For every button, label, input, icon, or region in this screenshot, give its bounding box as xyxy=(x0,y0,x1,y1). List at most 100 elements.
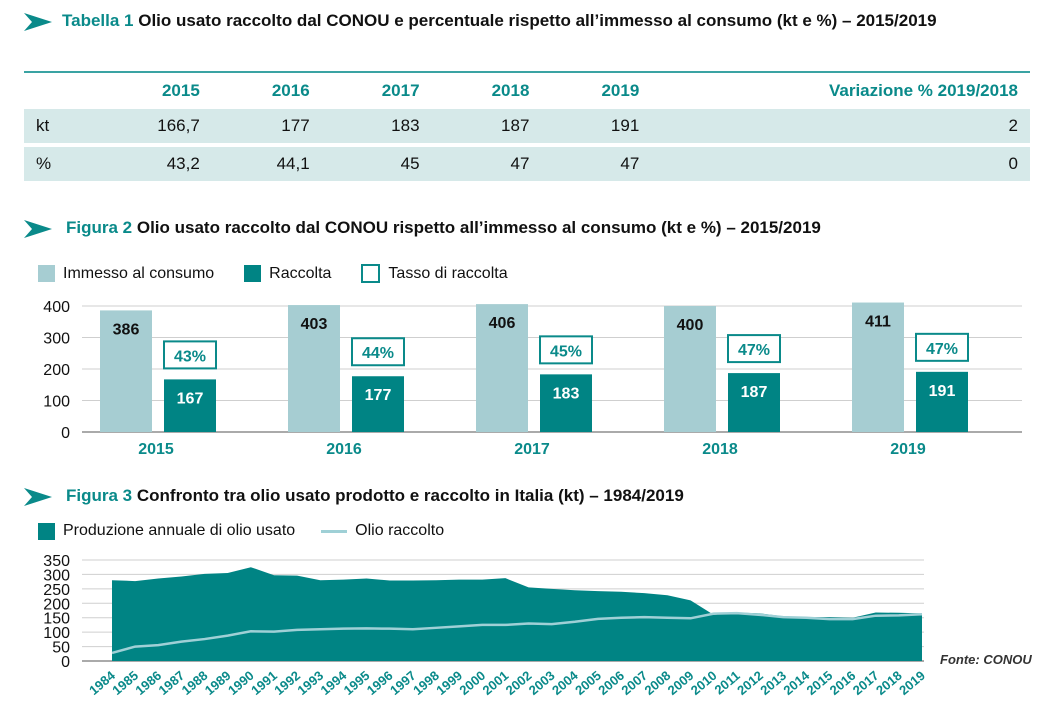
table-cell: kt xyxy=(24,109,94,145)
table-cell: 191 xyxy=(541,109,652,145)
y-tick-label: 400 xyxy=(43,299,70,316)
bar-value-label: 411 xyxy=(865,314,891,331)
header-cell: 2017 xyxy=(321,71,432,109)
x-tick-label: 2017 xyxy=(514,441,550,458)
legend-swatch-olio-raccolto xyxy=(321,529,348,533)
table1-title: Olio usato raccolto dal CONOU e percentu… xyxy=(138,11,937,30)
x-tick-label: 2016 xyxy=(326,441,362,458)
bar-value-label: 406 xyxy=(489,315,516,332)
y-tick-label: 300 xyxy=(43,567,70,584)
table-cell: 166,7 xyxy=(93,109,212,145)
figure2-legend: Immesso al consumo Raccolta Tasso di rac… xyxy=(38,264,508,283)
y-tick-label: 350 xyxy=(43,553,70,570)
bar-raccolta xyxy=(164,379,216,432)
y-tick-label: 50 xyxy=(52,640,70,657)
y-tick-label: 250 xyxy=(43,582,70,599)
legend-swatch-raccolta xyxy=(244,265,262,282)
rate-box xyxy=(351,337,405,367)
table-cell: 2 xyxy=(651,109,1030,145)
y-tick-label: 0 xyxy=(61,425,70,442)
figure3-title: Confronto tra olio usato prodotto e racc… xyxy=(136,486,684,505)
bar-raccolta xyxy=(352,376,404,432)
table-cell: 45 xyxy=(321,143,432,181)
header-cell: 2018 xyxy=(431,71,542,109)
arrow-icon xyxy=(24,220,52,238)
y-tick-label: 100 xyxy=(43,625,70,642)
table-cell: 43,2 xyxy=(93,143,212,181)
y-tick-label: 150 xyxy=(43,611,70,628)
table-cell: 47 xyxy=(541,143,652,181)
rate-label: 43% xyxy=(174,348,206,365)
table1-tag: Tabella 1 xyxy=(62,11,134,30)
source-note: Fonte: CONOU xyxy=(940,652,1032,667)
legend-label: Olio raccolto xyxy=(355,522,445,539)
rate-box xyxy=(727,334,781,364)
y-tick-label: 300 xyxy=(43,331,70,348)
table-cell: 0 xyxy=(651,143,1030,181)
header-cell: Variazione % 2019/2018 xyxy=(651,71,1030,109)
rate-label: 47% xyxy=(738,342,770,359)
bar-value-label: 386 xyxy=(113,321,140,338)
bar-value-label: 177 xyxy=(365,387,392,404)
legend-label: Immesso al consumo xyxy=(63,264,215,282)
legend-label: Produzione annuale di olio usato xyxy=(63,522,296,539)
area-produzione xyxy=(112,567,922,661)
x-tick-label: 2019 xyxy=(890,441,926,458)
figure3-tag: Figura 3 xyxy=(66,486,133,505)
line-olio-raccolto xyxy=(111,611,923,655)
header-cell: 2019 xyxy=(541,71,652,109)
x-tick-label: 2019 xyxy=(896,668,928,698)
table-cell: 44,1 xyxy=(211,143,322,181)
figure3-legend: Produzione annuale di olio usato Olio ra… xyxy=(38,522,444,540)
bar-value-label: 187 xyxy=(741,384,768,401)
y-tick-label: 100 xyxy=(43,394,70,411)
legend-swatch-immesso xyxy=(38,265,55,282)
bar-raccolta xyxy=(916,371,968,432)
table-cell: 187 xyxy=(431,109,542,145)
bar-value-label: 403 xyxy=(301,316,328,333)
rate-box xyxy=(539,335,593,365)
header-cell: 2015 xyxy=(93,71,212,109)
x-tick-label: 2015 xyxy=(138,441,174,458)
bar-immesso xyxy=(288,305,340,432)
x-tick-label: 2018 xyxy=(702,441,738,458)
figure3-heading: Figura 3 Confronto tra olio usato prodot… xyxy=(24,485,684,507)
bar-value-label: 183 xyxy=(553,385,580,402)
y-tick-label: 200 xyxy=(43,596,70,613)
bar-immesso xyxy=(100,310,152,432)
arrow-icon xyxy=(24,488,52,506)
table1-heading: Tabella 1 Olio usato raccolto dal CONOU … xyxy=(24,10,1034,32)
table-cell: 177 xyxy=(211,109,322,145)
table-cell: % xyxy=(24,143,94,181)
header-cell xyxy=(24,71,94,109)
legend-label: Tasso di raccolta xyxy=(388,264,508,282)
bar-immesso xyxy=(664,306,716,432)
rate-label: 44% xyxy=(362,345,394,362)
figure2-tag: Figura 2 xyxy=(66,218,133,237)
legend-swatch-produzione xyxy=(38,522,55,540)
bar-immesso xyxy=(852,302,904,432)
rate-box xyxy=(163,340,217,370)
figure2-title: Olio usato raccolto dal CONOU rispetto a… xyxy=(136,218,821,237)
header-cell: 2016 xyxy=(211,71,322,109)
y-tick-label: 200 xyxy=(43,362,70,379)
bar-value-label: 191 xyxy=(929,383,956,400)
figure2-bar-chart: 0 100 200 300 400 386 167 43% 2015 403 177 44% 2016 4… xyxy=(43,299,1022,458)
table1: 2015 2016 2017 2018 2019 Variazione % 20… xyxy=(24,71,1030,181)
table-row: kt 166,7 177 183 187 191 2 xyxy=(24,109,1030,145)
table-cell: 183 xyxy=(321,109,432,145)
rate-label: 45% xyxy=(550,343,582,360)
bar-value-label: 400 xyxy=(677,317,704,334)
table-cell: 47 xyxy=(431,143,542,181)
arrow-icon xyxy=(24,13,52,31)
legend-label: Raccolta xyxy=(269,264,332,282)
rate-label: 47% xyxy=(926,341,958,358)
bar-value-label: 167 xyxy=(177,390,204,407)
legend-swatch-tasso xyxy=(361,264,381,283)
bar-raccolta xyxy=(728,373,780,432)
table-header-row: 2015 2016 2017 2018 2019 Variazione % 20… xyxy=(24,71,1030,109)
figure3-area-chart: 0501001502002503003501984198519861987198… xyxy=(43,553,928,698)
table-row: % 43,2 44,1 45 47 47 0 xyxy=(24,143,1030,181)
figure2-heading: Figura 2 Olio usato raccolto dal CONOU r… xyxy=(24,217,821,239)
y-tick-label: 0 xyxy=(61,654,70,671)
